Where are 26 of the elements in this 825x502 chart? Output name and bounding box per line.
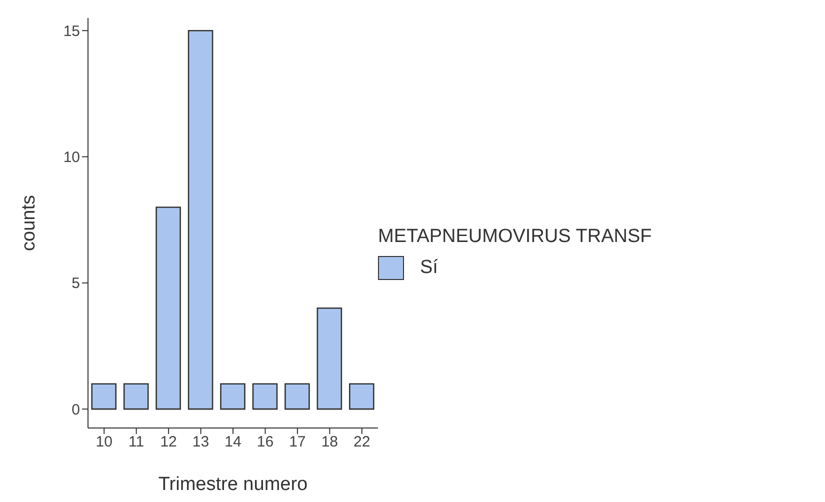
- bar: [123, 383, 149, 410]
- y-tick-label: 15: [63, 22, 80, 40]
- x-tick-label: 13: [192, 434, 210, 451]
- x-tick-label: 10: [96, 434, 112, 451]
- bar: [156, 206, 181, 410]
- bar: [252, 383, 278, 410]
- x-tick-label: 16: [256, 434, 274, 451]
- bar: [91, 383, 117, 410]
- y-tick-label: 10: [63, 149, 80, 166]
- x-tick-label: 14: [224, 434, 242, 451]
- x-axis-title: Trimestre numero: [158, 474, 308, 495]
- y-tick-label: 5: [72, 275, 80, 292]
- bar: [284, 383, 310, 410]
- y-tick-label: 0: [72, 401, 80, 418]
- x-tick-label: 12: [160, 434, 177, 451]
- legend-label: Sí: [420, 257, 438, 279]
- x-tick-label: 17: [289, 434, 306, 451]
- bar: [188, 30, 214, 410]
- bar: [316, 308, 342, 410]
- x-tick-label: 22: [354, 434, 370, 451]
- x-tick-label: 11: [128, 434, 144, 451]
- legend-title: METAPNEUMOVIRUS TRANSF: [378, 226, 653, 248]
- bar: [348, 383, 374, 410]
- x-tick-label: 18: [321, 434, 338, 451]
- y-axis-title: counts: [18, 195, 40, 251]
- bar: [220, 383, 246, 410]
